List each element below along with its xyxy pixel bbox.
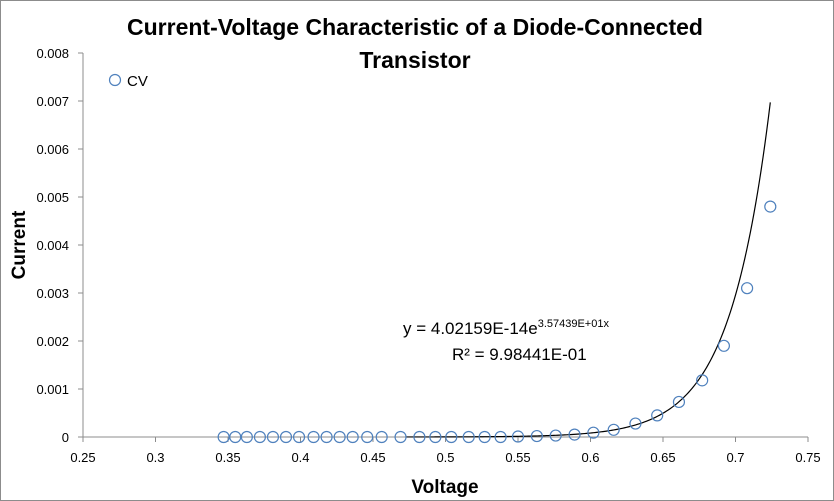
data-point <box>494 430 507 444</box>
y-axis-title: Current <box>9 210 30 279</box>
data-point <box>587 426 600 439</box>
data-point <box>696 374 709 387</box>
y-tick-label: 0.007 <box>36 94 69 109</box>
svg-text:y = 4.02159E-14e3.57439E+01x: y = 4.02159E-14e3.57439E+01x <box>403 318 609 338</box>
x-tick-label: 0.55 <box>505 450 530 465</box>
chart-title-line1: Current-Voltage Characteristic of a Diod… <box>127 14 703 40</box>
x-axis-title: Voltage <box>411 477 478 498</box>
data-point <box>629 417 642 430</box>
data-point <box>394 430 407 444</box>
x-tick-label: 0.5 <box>436 450 454 465</box>
trendline <box>406 102 771 438</box>
data-point <box>607 423 620 436</box>
x-axis-ticks: 0.25 0.3 0.35 0.4 0.45 0.5 0.55 0.6 0.65 0.7 0.75 <box>70 437 821 465</box>
data-point <box>240 430 253 444</box>
legend: CV <box>108 73 148 90</box>
x-tick-label: 0.4 <box>291 450 309 465</box>
data-point <box>375 430 388 444</box>
y-tick-label: 0.005 <box>36 190 69 205</box>
data-point <box>511 430 525 443</box>
legend-marker <box>108 73 122 87</box>
equation-exponent: 3.57439E+01x <box>538 318 610 330</box>
data-point <box>217 430 230 444</box>
data-point <box>462 430 475 444</box>
data-point <box>333 430 346 444</box>
data-point <box>717 339 731 352</box>
r-squared: R² = 9.98441E-01 <box>452 345 587 364</box>
data-point <box>292 430 306 444</box>
data-point <box>740 282 754 295</box>
legend-label: CV <box>127 73 148 90</box>
data-point <box>549 429 562 442</box>
trendline-equation: y = 4.02159E-14e3.57439E+01x R² = 9.9844… <box>403 318 609 364</box>
data-point <box>279 430 293 444</box>
data-point <box>413 430 426 444</box>
data-point <box>672 395 686 409</box>
x-tick-label: 0.75 <box>795 450 820 465</box>
x-tick-label: 0.45 <box>360 450 385 465</box>
y-tick-label: 0.008 <box>36 46 69 61</box>
data-point <box>307 430 320 444</box>
data-point <box>651 409 664 422</box>
data-point <box>253 430 266 444</box>
data-point <box>568 428 581 441</box>
data-point <box>445 430 458 444</box>
data-point <box>229 430 242 444</box>
y-tick-label: 0 <box>62 430 69 445</box>
data-point <box>346 430 359 444</box>
y-axis-ticks: 0 0.001 0.002 0.003 0.004 0.005 0.006 0.007 0.00… <box>36 46 83 445</box>
equation-main: y = 4.02159E-14e <box>403 319 538 338</box>
x-tick-label: 0.6 <box>581 450 599 465</box>
y-tick-label: 0.006 <box>36 142 69 157</box>
x-tick-label: 0.25 <box>70 450 95 465</box>
x-tick-label: 0.7 <box>726 450 744 465</box>
data-point <box>429 430 442 444</box>
y-tick-label: 0.004 <box>36 238 69 253</box>
y-tick-label: 0.002 <box>36 334 69 349</box>
chart-title-line2: Transistor <box>359 47 470 73</box>
x-tick-label: 0.65 <box>650 450 675 465</box>
y-tick-label: 0.003 <box>36 286 69 301</box>
data-point <box>361 430 374 444</box>
data-point <box>478 430 491 444</box>
data-points <box>217 200 777 444</box>
x-tick-label: 0.3 <box>146 450 164 465</box>
data-point <box>266 430 280 444</box>
data-point <box>530 429 543 443</box>
y-tick-label: 0.001 <box>36 382 69 397</box>
data-point <box>320 430 333 444</box>
x-tick-label: 0.35 <box>215 450 240 465</box>
data-point <box>764 200 777 213</box>
